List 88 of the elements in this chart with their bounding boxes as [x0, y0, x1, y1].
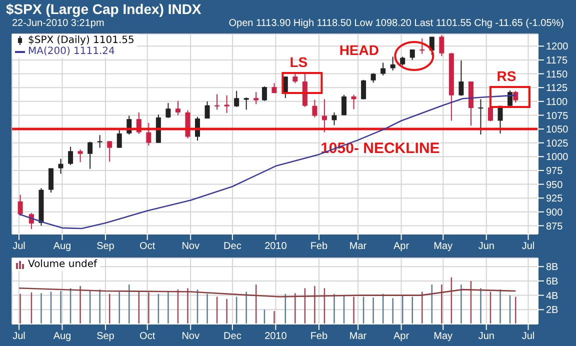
- candlestick: [341, 94, 346, 116]
- candlestick: [107, 140, 112, 162]
- x-tick-label: May: [434, 331, 453, 342]
- annotation: RS: [496, 68, 516, 84]
- x-tick-label: Apr: [393, 241, 410, 252]
- x-tick-label: Oct: [140, 331, 156, 342]
- y-tick-label: 875: [546, 221, 564, 232]
- x-tick-label: Jul: [522, 241, 535, 252]
- candlestick: [146, 122, 152, 146]
- candlestick: [244, 97, 249, 110]
- y-tick-label: 1000: [546, 152, 569, 164]
- x-tick-label: Feb: [310, 331, 328, 342]
- x-tick-label: Dec: [224, 331, 242, 342]
- y-tick-label: 2B: [546, 305, 559, 316]
- candlestick: [116, 130, 122, 148]
- candlestick: [166, 102, 171, 118]
- x-tick-label: Apr: [393, 331, 410, 342]
- candlestick: [478, 98, 484, 136]
- candlestick: [68, 146, 74, 166]
- x-tick-label: Aug: [53, 241, 72, 252]
- candlestick: [224, 94, 230, 114]
- candlestick: [88, 141, 93, 170]
- candlestick: [390, 56, 396, 71]
- x-tick-label: Oct: [140, 241, 156, 252]
- y-tick-label: 1125: [546, 83, 568, 94]
- line-series: [18, 287, 516, 298]
- x-tick-label: 2010: [264, 241, 288, 252]
- x-tick-label: Dec: [224, 241, 242, 252]
- y-tick-label: 1200: [546, 42, 569, 53]
- x-tick-label: Jul: [12, 241, 26, 252]
- x-tick-label: Sep: [96, 241, 115, 252]
- candlestick: [204, 100, 210, 120]
- y-tick-label: 1075: [546, 110, 569, 122]
- candlestick: [380, 62, 386, 76]
- y-tick-label: 925: [546, 194, 564, 205]
- x-tick-label: Jul: [522, 331, 535, 342]
- y-tick-label: 975: [546, 166, 564, 178]
- x-tick-label: Nov: [182, 331, 200, 342]
- y-tick-label: 1050: [546, 124, 569, 136]
- x-tick-label: Jun: [478, 331, 494, 342]
- candlestick: [361, 79, 366, 100]
- y-tick-label: 900: [546, 207, 564, 218]
- chart-subtitle: 22-Jun-2010 3:21pm: [12, 18, 104, 29]
- y-tick-label: 6B: [546, 276, 559, 288]
- x-tick-label: Nov: [182, 241, 200, 252]
- x-tick-label: Jun: [478, 241, 494, 252]
- legend-label: MA(200) 1111.24: [28, 46, 115, 57]
- candlestick: [439, 34, 444, 57]
- candlestick: [292, 73, 298, 84]
- candlestick: [78, 148, 83, 163]
- legend-label: Volume undef: [28, 259, 98, 270]
- candlestick: [214, 94, 220, 110]
- candlestick: [312, 99, 318, 118]
- candlestick: [458, 60, 464, 96]
- x-tick-label: Mar: [349, 331, 368, 342]
- x-tick-label: Feb: [310, 241, 328, 252]
- x-tick-label: 2010: [264, 331, 288, 342]
- y-tick-label: 8B: [546, 262, 559, 274]
- chart-title: $SPX (Large Cap Index) INDX: [6, 1, 202, 17]
- y-tick-label: 1175: [546, 56, 568, 67]
- legend-label: $SPX (Daily) 1101.55: [28, 35, 134, 46]
- x-tick-label: Aug: [53, 331, 72, 342]
- x-tick-label: Sep: [96, 331, 115, 342]
- y-tick-label: 1025: [546, 138, 569, 150]
- annotation: HEAD: [339, 42, 379, 58]
- candlestick: [420, 38, 425, 54]
- candlestick: [322, 98, 327, 133]
- candlestick: [262, 86, 267, 102]
- x-tick-label: Jul: [12, 331, 26, 342]
- y-tick-label: 950: [546, 180, 564, 191]
- candlestick: [370, 72, 376, 84]
- y-tick-label: 1150: [546, 69, 568, 80]
- y-tick-label: 4B: [546, 290, 559, 302]
- x-tick-label: Mar: [349, 241, 368, 252]
- candlestick: [234, 90, 240, 108]
- candlestick: [18, 194, 23, 216]
- candlestick: [351, 94, 356, 110]
- candlestick: [48, 168, 54, 194]
- candlestick: [513, 90, 518, 104]
- y-tick-label: 1100: [546, 96, 568, 108]
- candlestick: [58, 158, 64, 174]
- candlestick: [175, 100, 180, 116]
- annotation: LS: [290, 54, 308, 70]
- candlestick: [254, 92, 259, 105]
- candlestick: [97, 134, 102, 148]
- candlestick: [332, 112, 337, 126]
- x-tick-label: May: [434, 241, 453, 252]
- text: Open 1113.90 High 1118.50 Low 1098.20 Last 1101.55 Chg -11.65 (-1.05%): [228, 18, 564, 29]
